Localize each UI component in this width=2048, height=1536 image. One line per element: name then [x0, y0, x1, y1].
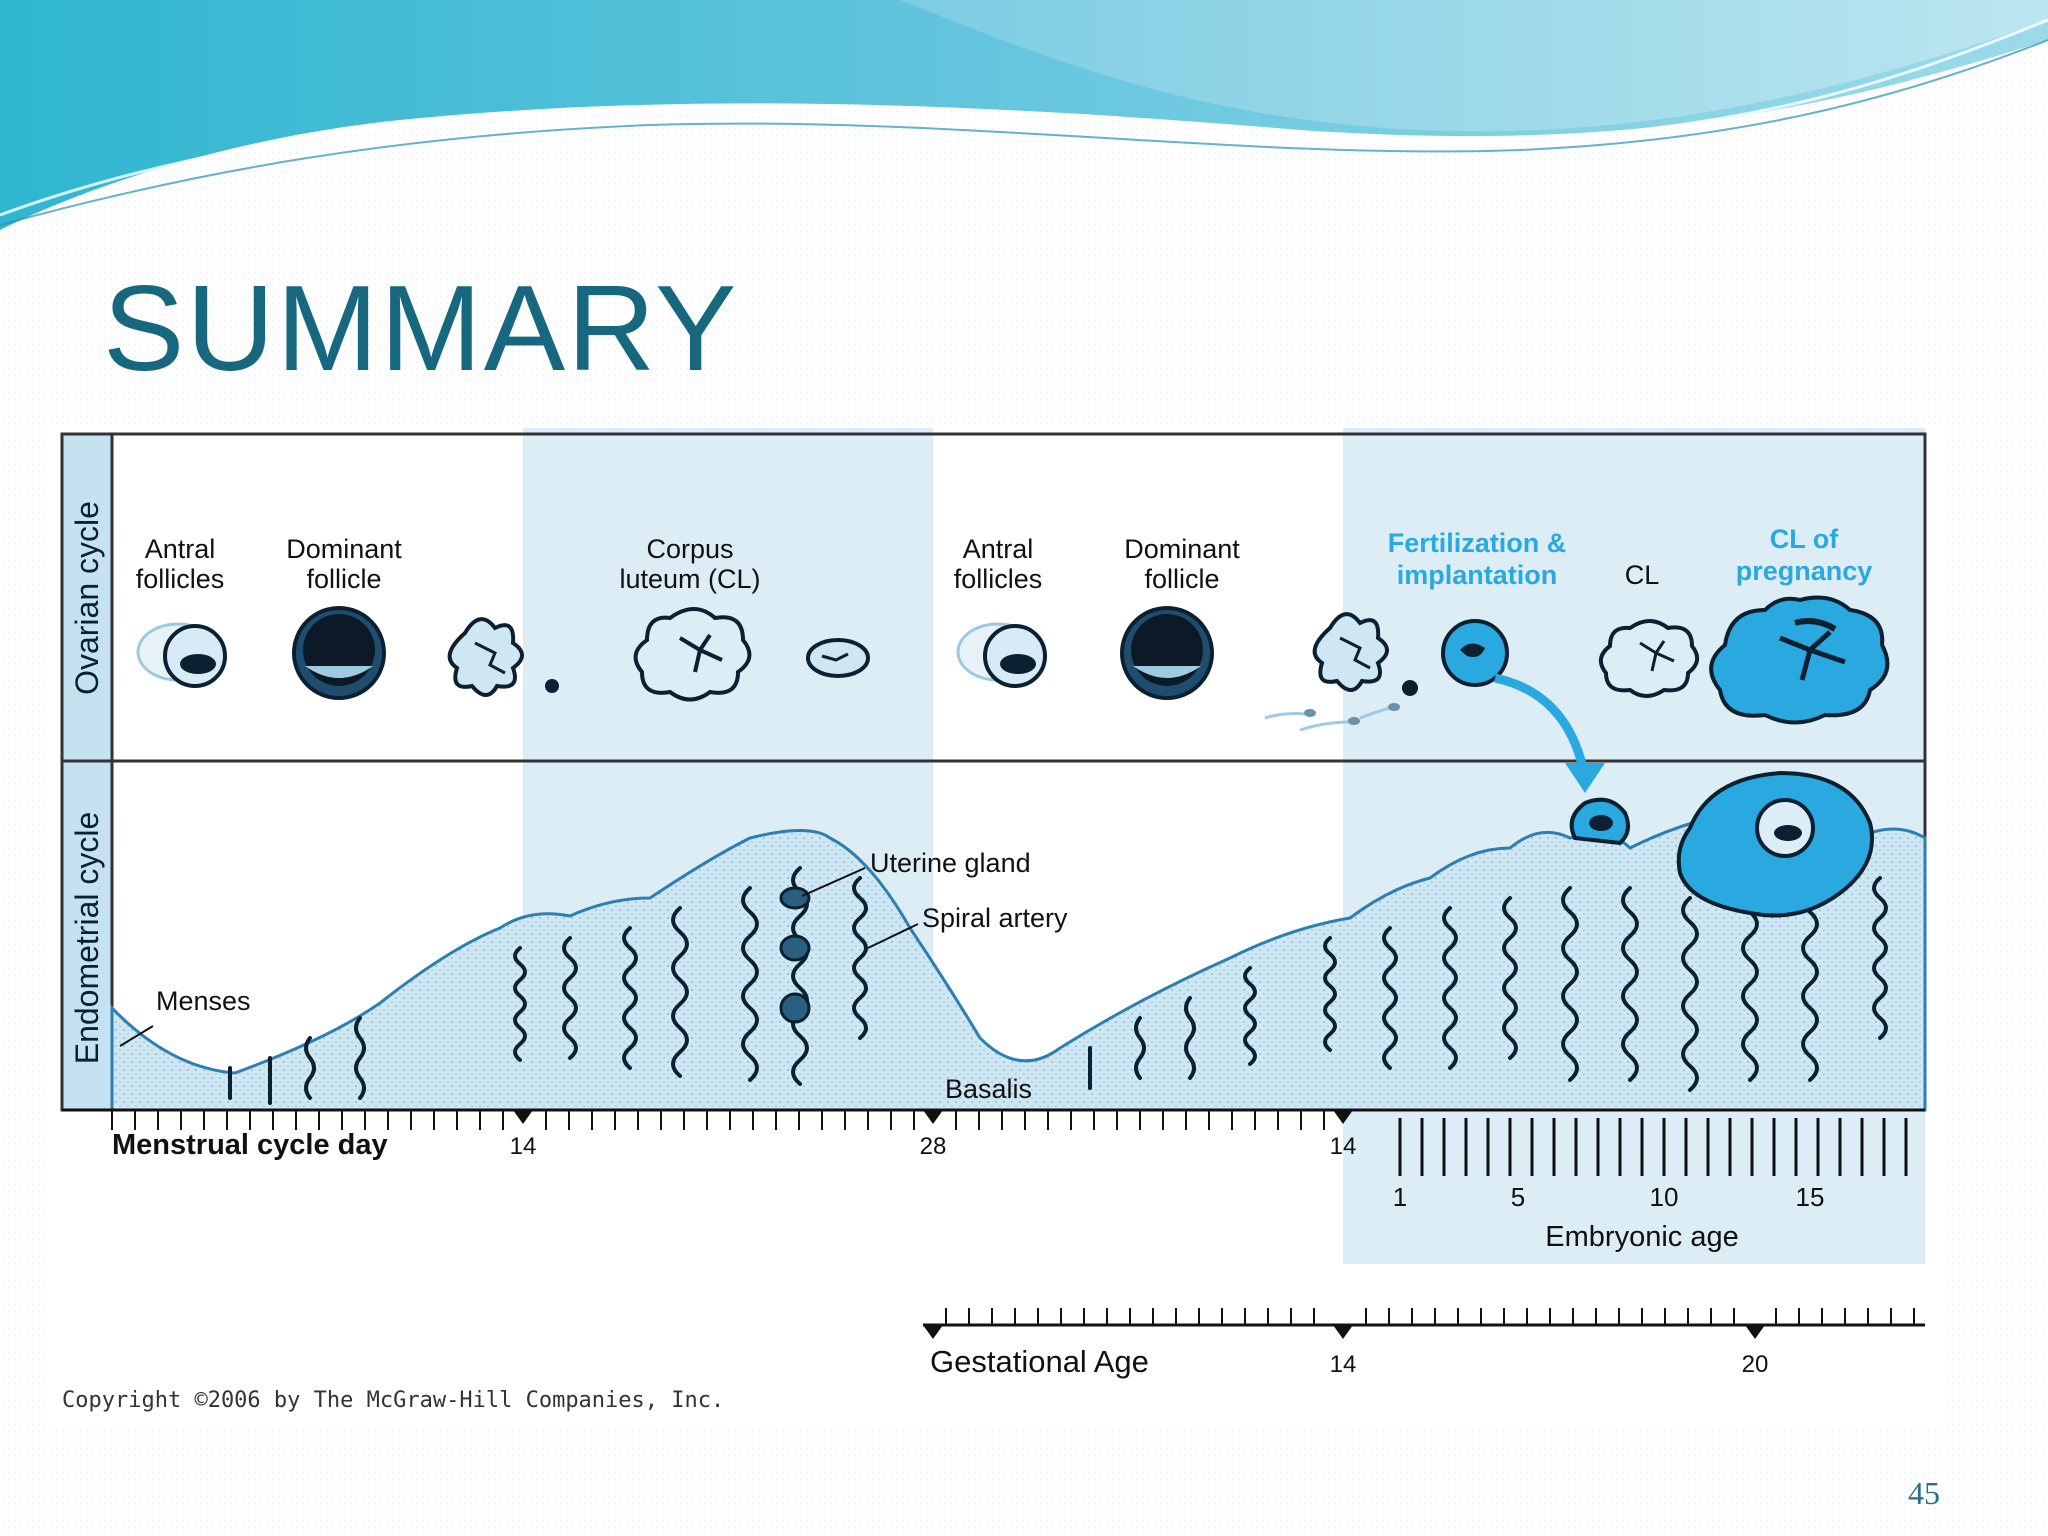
copyright-notice: Copyright ©2006 by The McGraw-Hill Compa… — [62, 1388, 725, 1413]
dominant-follicle-label-2-line2: follicle — [1144, 564, 1219, 594]
embryonic-tick-15: 15 — [1796, 1182, 1825, 1212]
gestational-tick-20: 20 — [1742, 1351, 1769, 1378]
dominant-follicle-label-1-line1: Dominant — [286, 534, 402, 564]
spiral-artery-label: Spiral artery — [922, 903, 1068, 933]
antral-follicle-icon-2 — [956, 622, 1047, 688]
day-28-marker — [923, 1110, 943, 1124]
embryonic-tick-1: 1 — [1393, 1182, 1407, 1212]
dominant-follicle-icon-1 — [292, 606, 386, 700]
corpus-luteum-label-line2: luteum (CL) — [619, 564, 760, 594]
regressing-corpus-luteum-icon — [806, 638, 870, 678]
menses-label: Menses — [156, 986, 251, 1016]
endometrium-illustration — [110, 770, 1927, 1112]
embryonic-age-axis: 1 5 10 15 Embryonic age — [1393, 1118, 1908, 1253]
dominant-follicle-label-2-line1: Dominant — [1124, 534, 1240, 564]
embryonic-tick-5: 5 — [1511, 1182, 1525, 1212]
day-14-marker-2 — [1333, 1110, 1353, 1124]
tick-label-28: 28 — [920, 1133, 947, 1160]
slide-page-number: 45 — [1908, 1475, 1940, 1511]
implantation-arrow — [1494, 673, 1588, 770]
corpus-luteum-label-line1: Corpus — [646, 534, 733, 564]
embryonic-tick-10: 10 — [1650, 1182, 1679, 1212]
tick-label-14-first: 14 — [510, 1133, 537, 1160]
menstrual-cycle-day-label: Menstrual cycle day — [112, 1129, 388, 1161]
endometrial-cycle-label: Endometrial cycle — [69, 812, 105, 1065]
implanted-embryo — [1676, 770, 1874, 918]
cl-pregnancy-label-line1: CL of — [1770, 524, 1839, 554]
antral-follicles-label-1-line2: follicles — [136, 564, 225, 594]
antral-follicles-label-2-line2: follicles — [954, 564, 1043, 594]
tick-label-14-second: 14 — [1330, 1133, 1357, 1160]
ruptured-follicle-icon-2 — [1312, 612, 1418, 696]
uterine-gland-label: Uterine gland — [870, 848, 1031, 878]
gestational-age-label: Gestational Age — [930, 1344, 1149, 1379]
implanted-blastocyst — [1569, 797, 1631, 846]
fertilization-label-line2: implantation — [1397, 560, 1558, 590]
gestational-age-axis: Gestational Age 14 20 — [923, 1308, 1925, 1379]
menstrual-cycle-axis: Menstrual cycle day 14 28 14 — [62, 1108, 1925, 1161]
embryonic-age-label: Embryonic age — [1545, 1221, 1738, 1253]
cl-pregnancy-label-line2: pregnancy — [1736, 556, 1873, 586]
sperm-icon — [1264, 703, 1400, 732]
gestational-tick-14: 14 — [1330, 1351, 1357, 1378]
antral-follicles-label-1-line1: Antral — [145, 534, 216, 564]
dominant-follicle-icon-2 — [1120, 606, 1214, 700]
fertilization-label-line1: Fertilization & — [1388, 528, 1567, 558]
cl-of-pregnancy-icon — [1709, 595, 1890, 725]
ovarian-cycle-label: Ovarian cycle — [69, 501, 105, 695]
embryo-icon — [1441, 619, 1509, 687]
header-wave-decoration — [0, 0, 2048, 230]
basalis-label: Basalis — [945, 1074, 1032, 1104]
cl-label: CL — [1625, 560, 1660, 590]
day-14-marker-1 — [513, 1110, 533, 1124]
ruptured-follicle-icon-1 — [447, 617, 559, 697]
antral-follicles-label-2-line1: Antral — [963, 534, 1034, 564]
menstrual-cycle-diagram: Ovarian cycle Endometrial cycle Antral f… — [50, 428, 1945, 1428]
corpus-luteum-icon — [633, 607, 752, 702]
cl-icon — [1598, 619, 1700, 698]
implantation-arrowhead — [1565, 763, 1605, 793]
antral-follicle-icon-1 — [136, 622, 227, 688]
dominant-follicle-label-1-line2: follicle — [306, 564, 381, 594]
diagram-svg: Ovarian cycle Endometrial cycle Antral f… — [60, 428, 1927, 1379]
slide-title: SUMMARY — [103, 260, 739, 396]
